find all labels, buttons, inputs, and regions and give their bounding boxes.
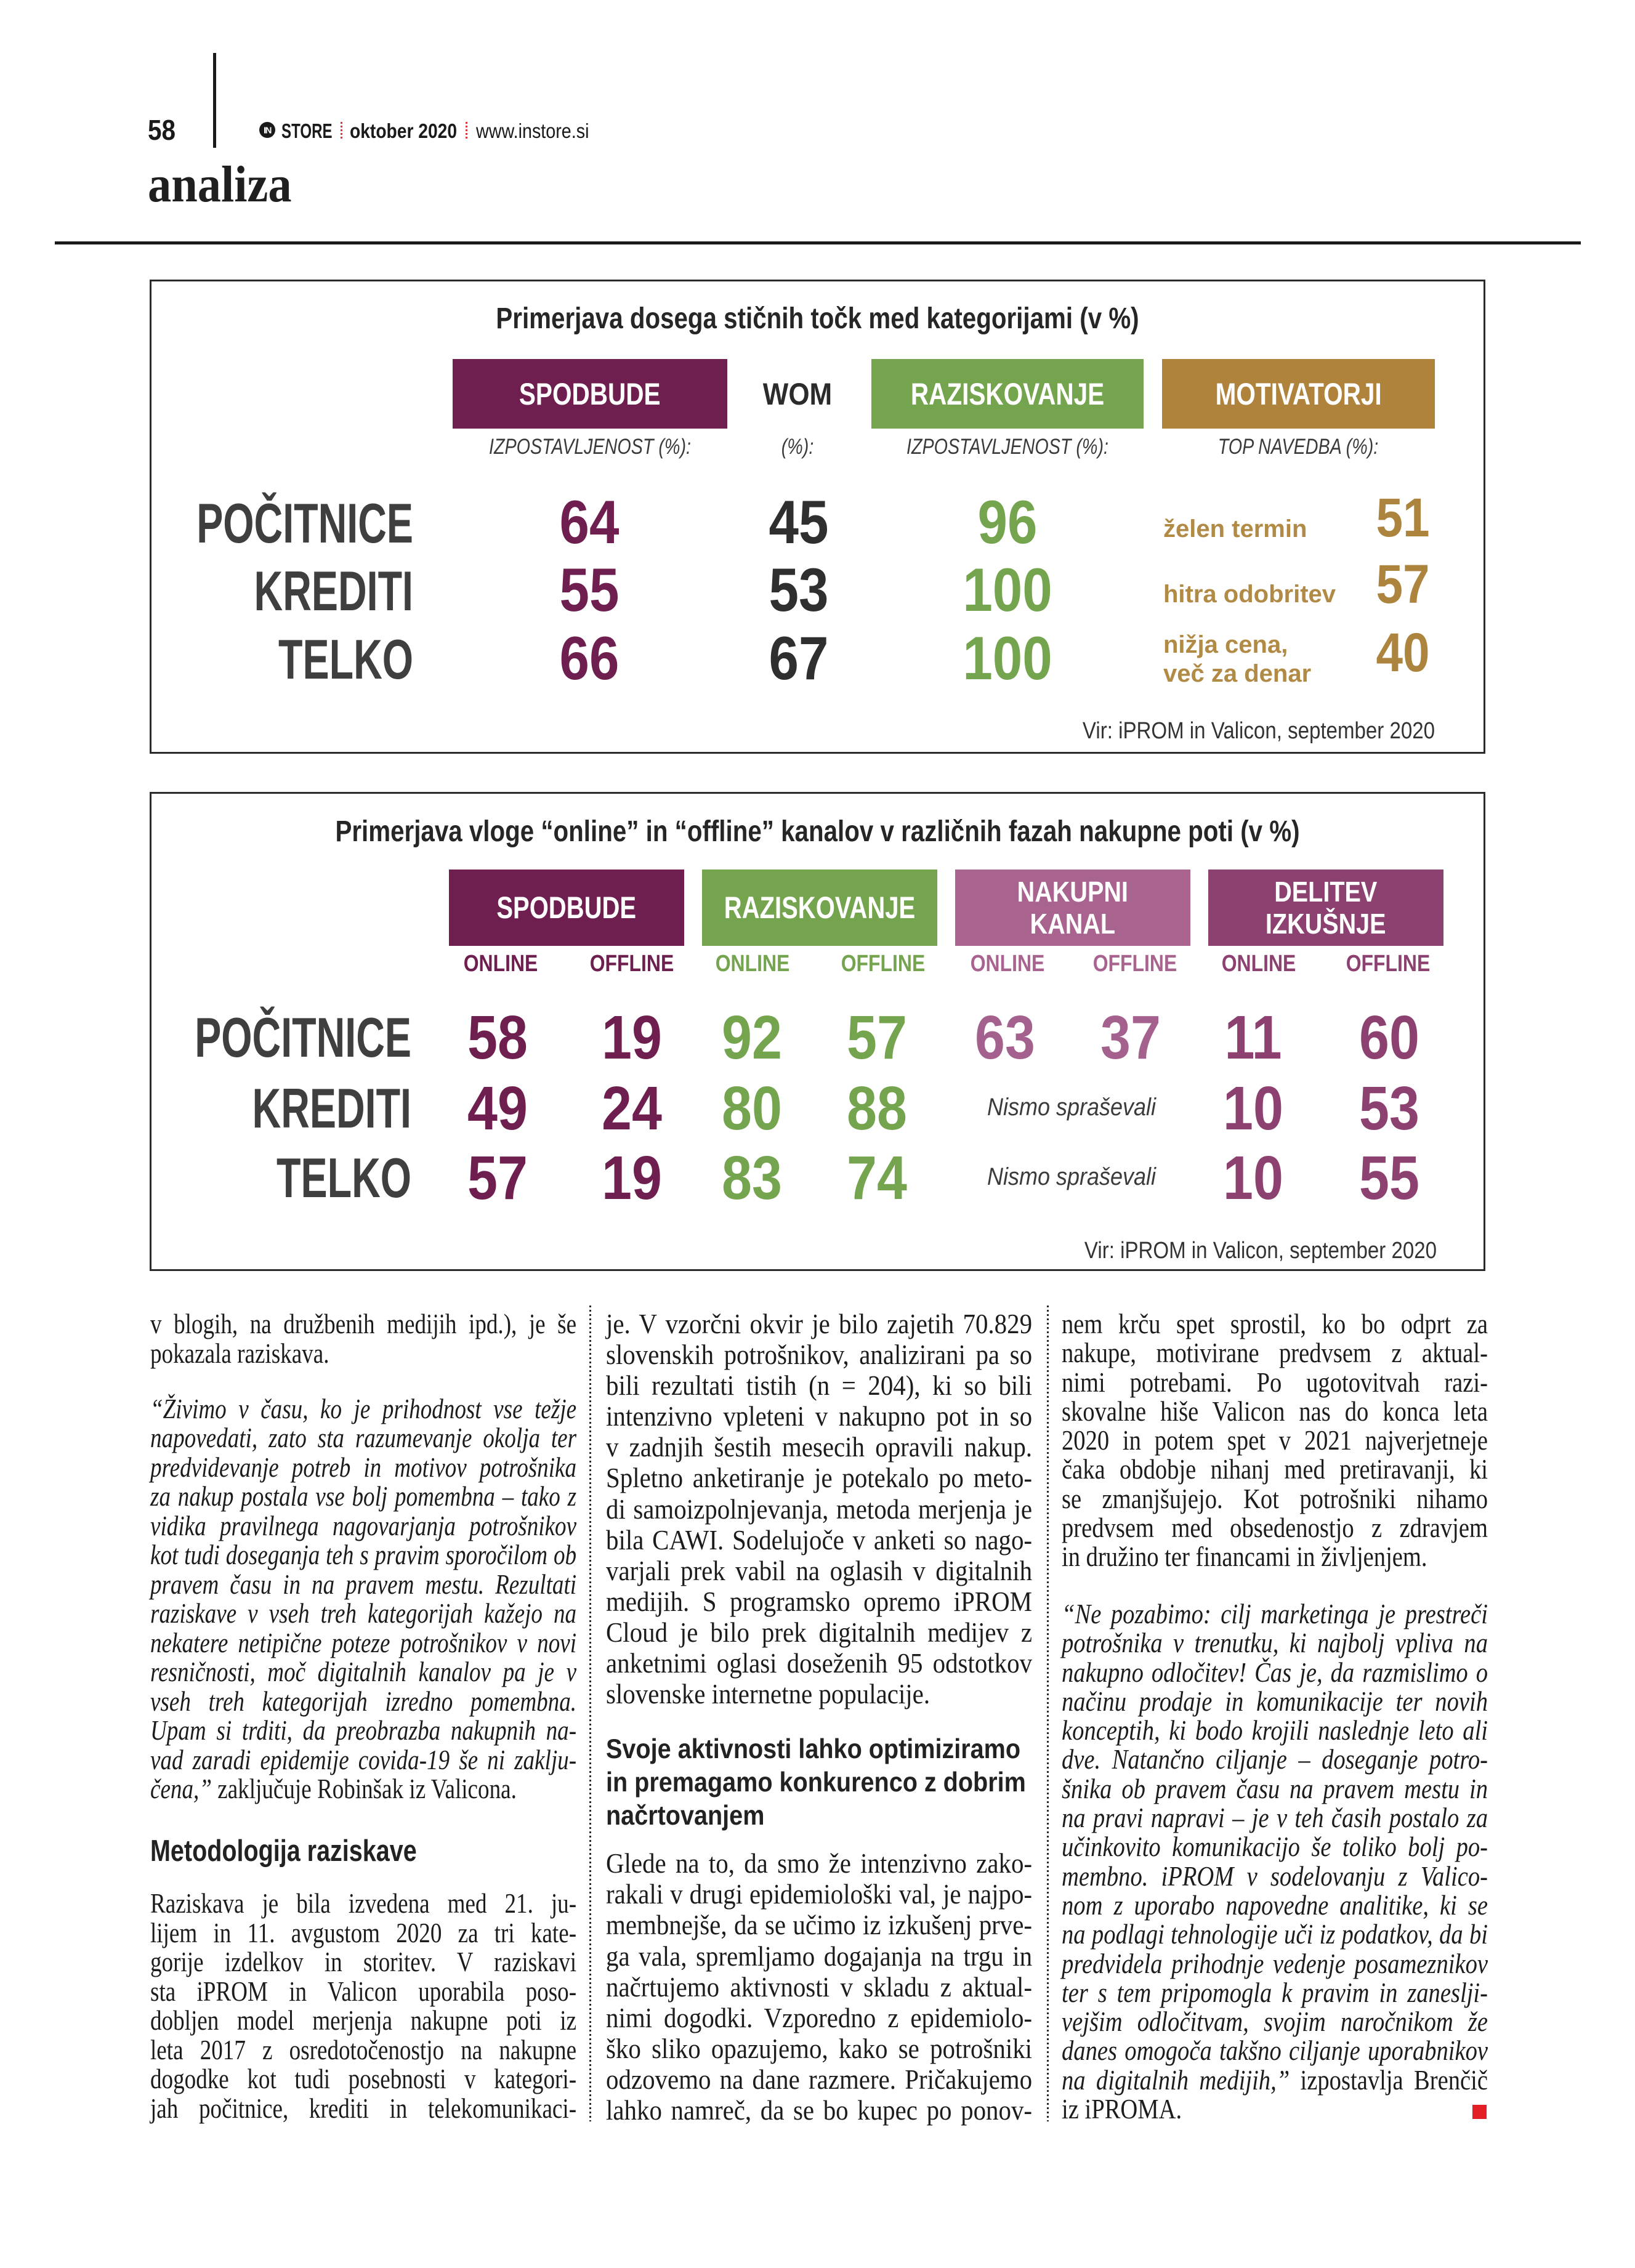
svg-text:IN: IN xyxy=(264,126,272,136)
